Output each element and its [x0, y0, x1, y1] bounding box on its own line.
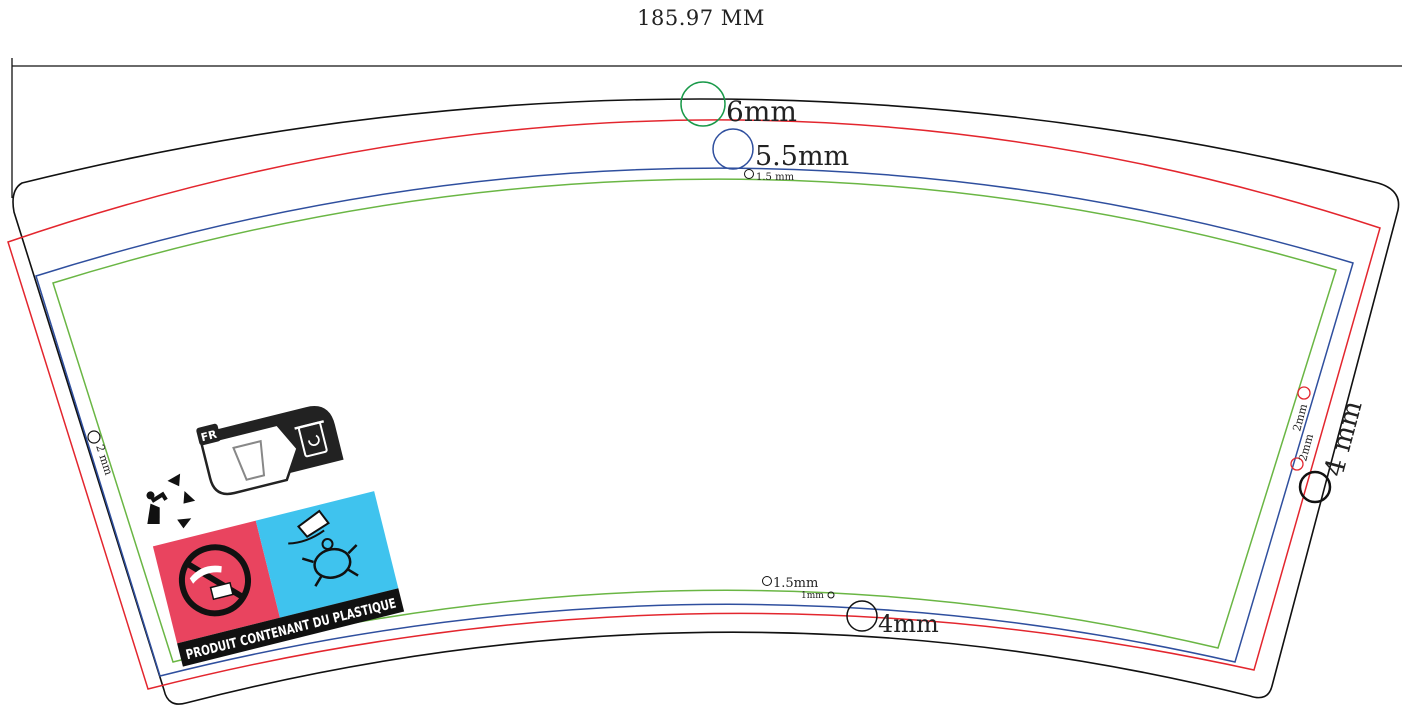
marker-6mm-circle	[680, 81, 726, 127]
marker-1mm-circle	[827, 591, 835, 599]
sea-turtle-icon	[288, 509, 359, 587]
sea-turtle-panel	[255, 491, 399, 618]
label-4mm-bottom: 4mm	[878, 610, 939, 638]
marker-right-pink-circle	[1290, 457, 1304, 471]
marker-right-red-circle	[1297, 386, 1311, 400]
marker-4mm-bottom-circle	[846, 600, 878, 632]
cup-panel	[199, 423, 299, 496]
triman-icon	[146, 473, 196, 529]
trim-line-blue	[35, 167, 1354, 677]
label-6mm: 6mm	[726, 95, 797, 128]
cup-icon	[232, 439, 266, 481]
label-5-5mm: 5.5mm	[755, 141, 849, 172]
no-littering-icon	[178, 544, 251, 617]
bleed-line-red	[7, 119, 1381, 690]
marker-left-circle	[87, 430, 101, 444]
safe-line-green	[52, 178, 1337, 663]
label-right-2mm-b: 2mm	[1296, 432, 1316, 463]
label-1-5mm-top: 1.5 mm	[756, 172, 795, 183]
banner-bg	[177, 588, 405, 667]
marker-4mm-right-circle	[1298, 470, 1332, 504]
fr-badge: FR	[200, 428, 219, 445]
label-1mm: 1mm	[801, 591, 824, 601]
label-1-5mm-bottom: 1.5mm	[773, 576, 818, 591]
triman-logo: FR PRODUIT CONTENANT DU PLASTIQUE	[146, 406, 405, 667]
marker-5-5mm-circle	[712, 128, 754, 170]
marker-1-5mm-bottom-circle	[762, 576, 772, 586]
recycle-bin-icon	[294, 420, 328, 458]
label-4mm-right: 4 mm	[1319, 397, 1369, 479]
marker-1-5mm-top-circle	[744, 169, 754, 179]
dimension-title: 185.97 MM	[637, 6, 765, 30]
fr-badge-bg	[196, 423, 221, 446]
dimension-line	[11, 58, 1402, 198]
